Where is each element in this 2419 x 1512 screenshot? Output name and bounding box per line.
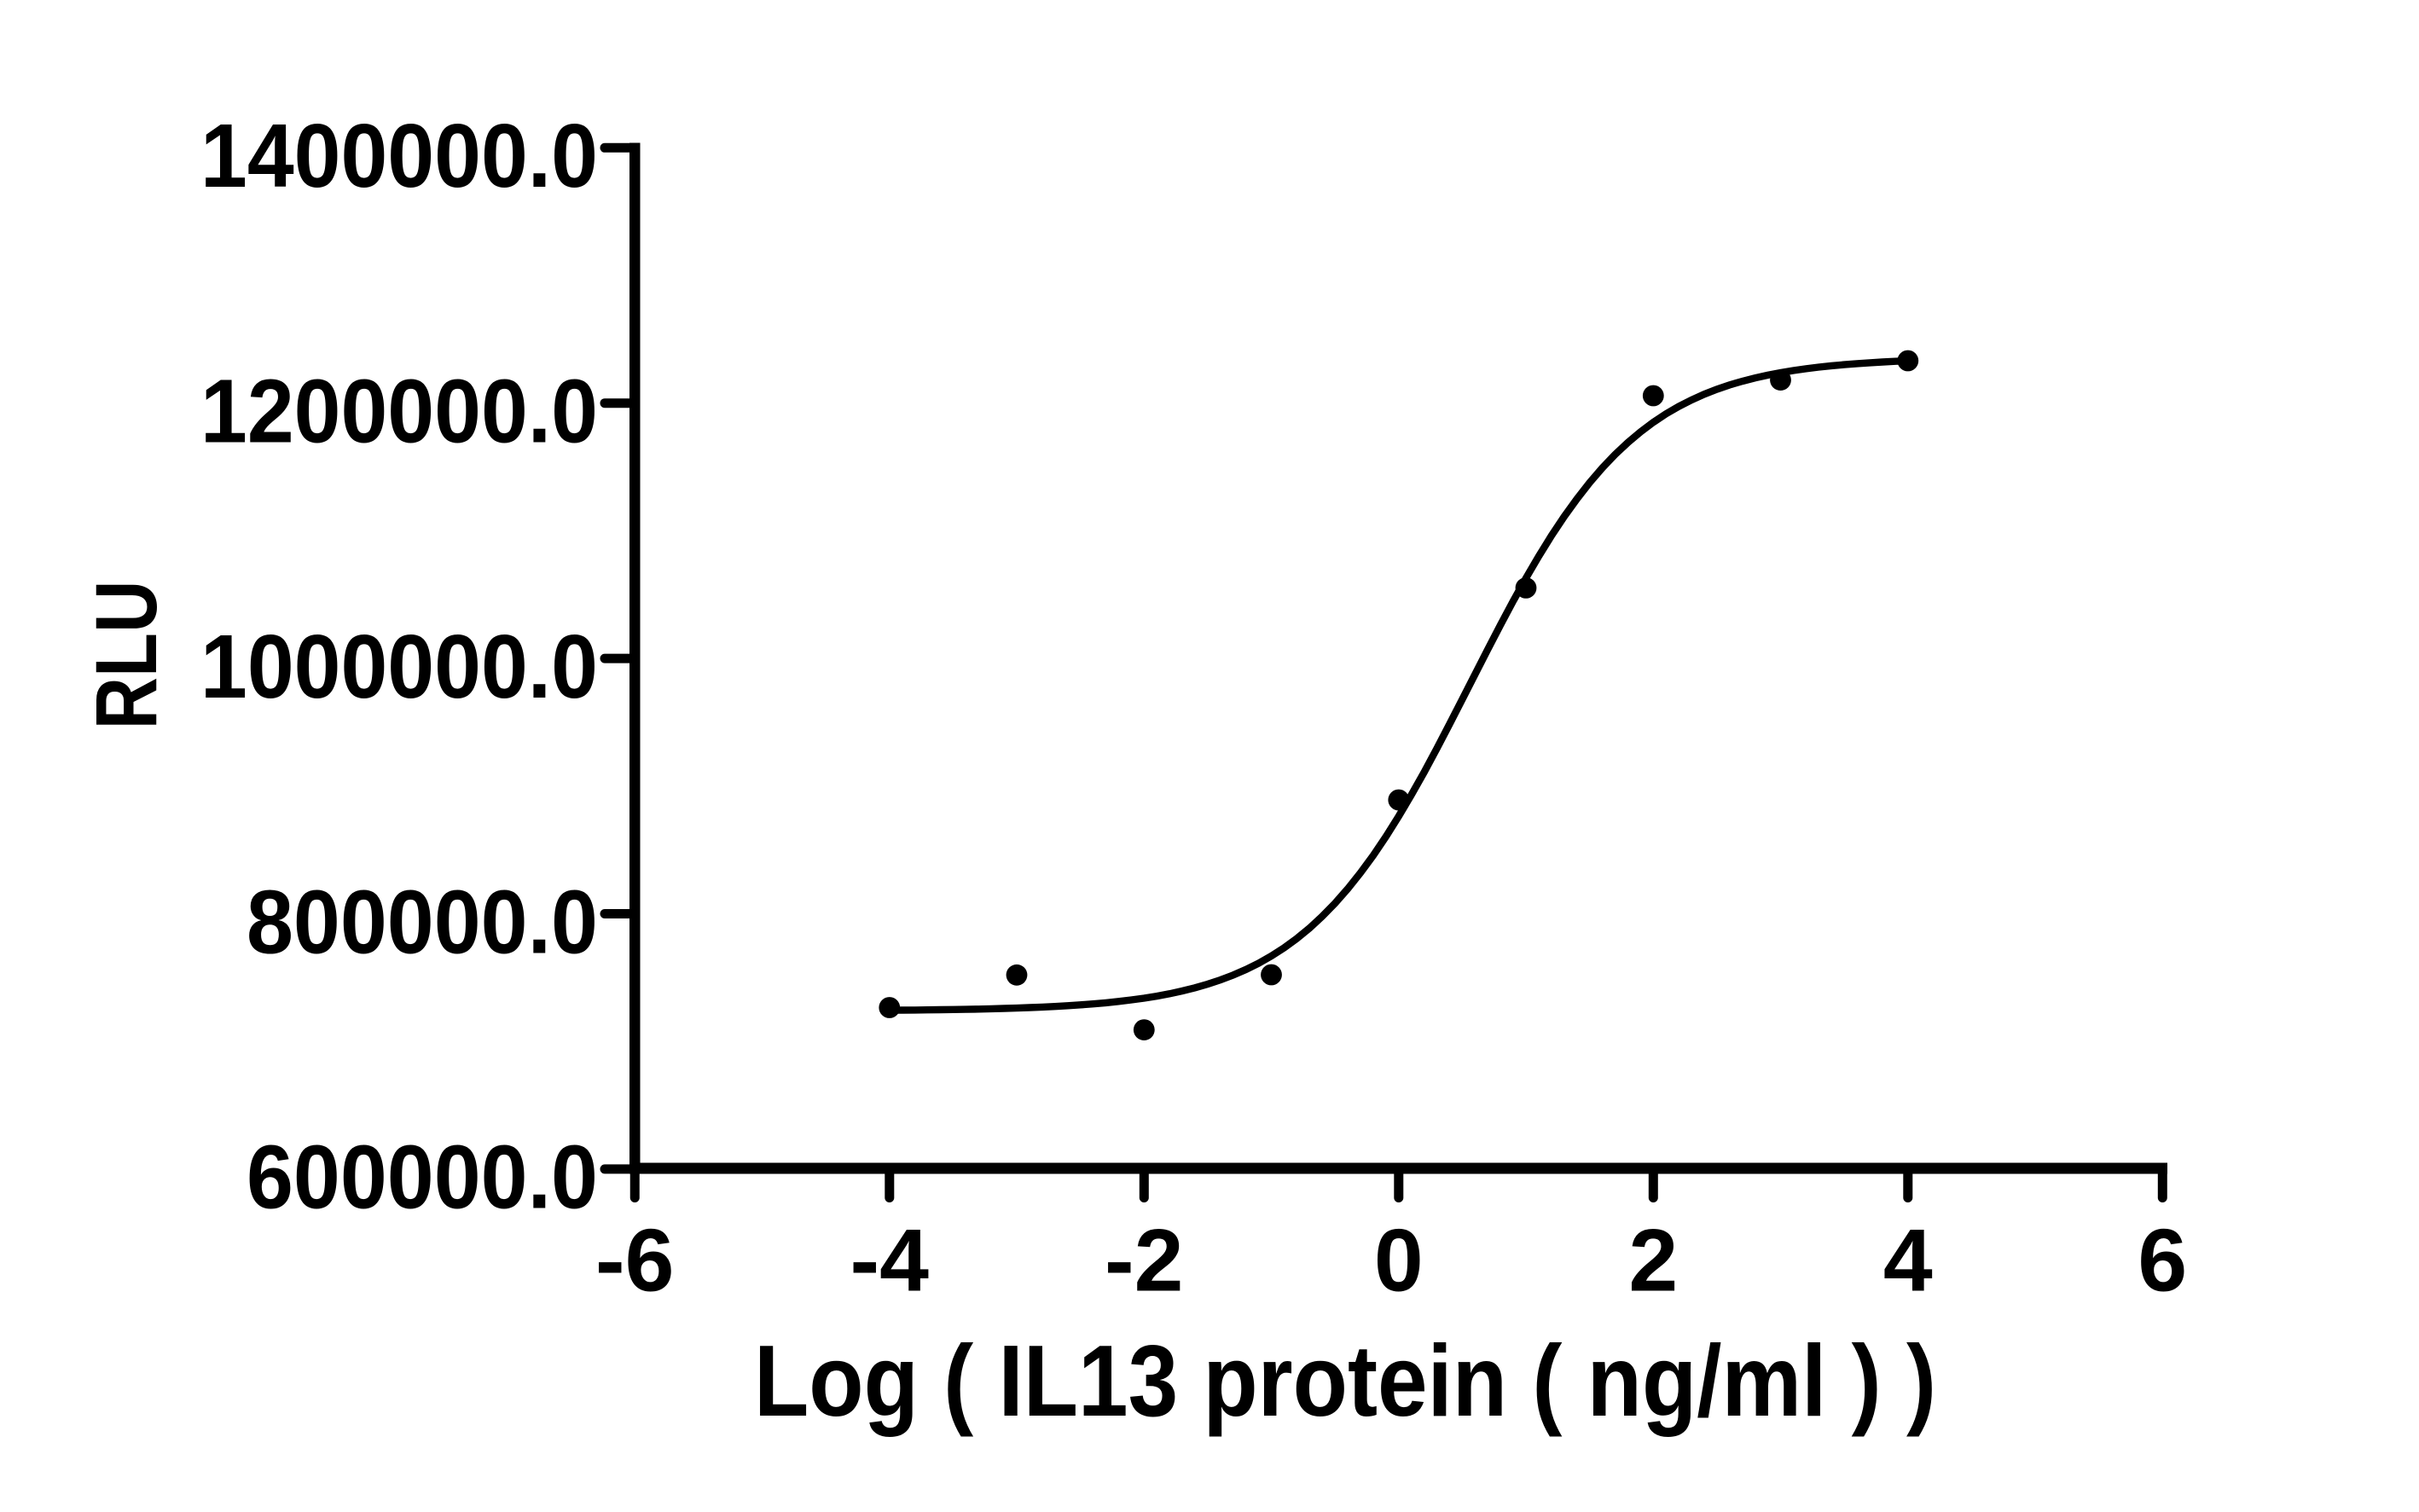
svg-text:-6: -6 bbox=[595, 1212, 674, 1311]
svg-text:1200000.0: 1200000.0 bbox=[200, 362, 598, 462]
svg-text:6: 6 bbox=[2138, 1212, 2187, 1311]
svg-text:4: 4 bbox=[1883, 1212, 1933, 1311]
svg-text:800000.0: 800000.0 bbox=[247, 872, 598, 972]
svg-text:1400000.0: 1400000.0 bbox=[200, 106, 598, 206]
svg-text:-2: -2 bbox=[1105, 1212, 1183, 1311]
svg-text:2: 2 bbox=[1628, 1212, 1678, 1311]
svg-text:Log ( IL13 protein ( ng/ml ): Log ( IL13 protein ( ng/ml ) ) bbox=[754, 1324, 1936, 1438]
svg-text:RLU: RLU bbox=[78, 581, 175, 730]
svg-text:1000000.0: 1000000.0 bbox=[200, 617, 598, 717]
svg-text:600000.0: 600000.0 bbox=[247, 1127, 598, 1228]
svg-text:-4: -4 bbox=[850, 1212, 930, 1311]
svg-text:0: 0 bbox=[1374, 1212, 1424, 1311]
